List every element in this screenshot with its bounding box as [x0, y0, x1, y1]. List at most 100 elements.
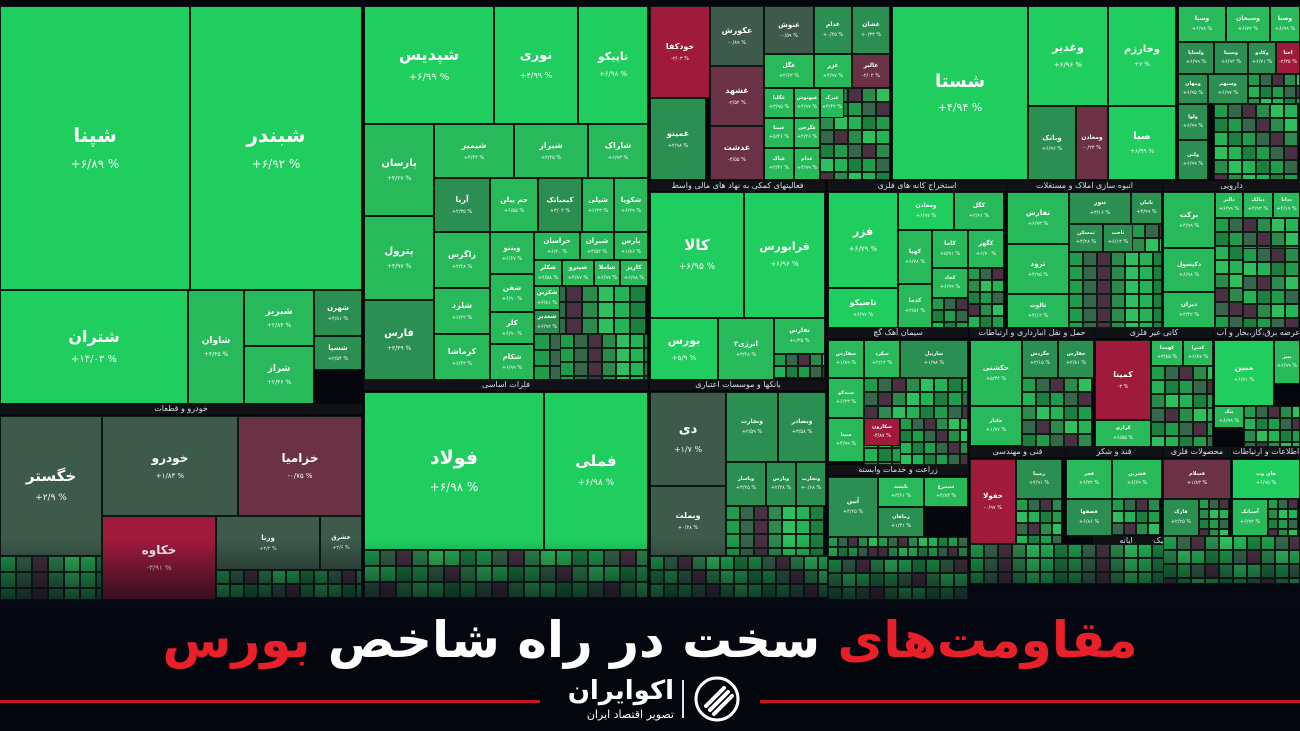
- stock-tile[interactable]: کرازی +۶/۵۵ %: [1095, 420, 1151, 447]
- stock-tile[interactable]: بورس +۵/۹ %: [650, 318, 718, 380]
- stock-tile[interactable]: تفارس +۶/۹۳ %: [1007, 192, 1069, 244]
- stock-tile[interactable]: شسپا +۲/۵۴ %: [314, 336, 362, 370]
- stock-tile[interactable]: سیمرغ +۴/۸۳ %: [924, 477, 968, 507]
- stock-tile[interactable]: غبرک +۴/۴۲ %: [820, 88, 844, 118]
- stock-tile[interactable]: زماهان +۱/۳۱ %: [878, 507, 924, 537]
- stock-tile[interactable]: فارک +۲/۲۵ %: [1163, 499, 1199, 536]
- stock-tile[interactable]: شیمیر +۴/۴۴ %: [434, 124, 514, 178]
- stock-tile[interactable]: کهمدا +۳/۸۵ %: [1151, 340, 1183, 366]
- stock-tile[interactable]: شلرد +۶/۲۲ %: [434, 288, 490, 334]
- stock-tile[interactable]: ومهان +۶/۹۵ %: [1178, 74, 1208, 104]
- stock-tile[interactable]: وتجارت +۰/۶۸ %: [796, 462, 826, 506]
- stock-tile[interactable]: جم پیلن +۶/۵۵ %: [490, 178, 538, 232]
- stock-tile[interactable]: ولوا +۶/۹۹ %: [1178, 104, 1208, 140]
- stock-tile[interactable]: غنوش -۰/۵۹ %: [764, 6, 814, 54]
- stock-tile[interactable]: وبصادر +۳/۵۸ %: [778, 392, 826, 462]
- stock-tile[interactable]: عکورش -۰/۸۹ %: [710, 6, 764, 66]
- stock-tile[interactable]: وصنا +۶/۹۹ %: [1270, 6, 1300, 42]
- stock-tile[interactable]: غپاک +۲/۳۱ %: [764, 148, 794, 180]
- stock-tile[interactable]: کگهر +۶/۷۰ %: [968, 230, 1004, 268]
- stock-tile[interactable]: خزامیا -۰/۷۵ %: [238, 416, 362, 516]
- stock-tile[interactable]: برکت +۴/۹۹ %: [1163, 192, 1215, 248]
- stock-tile[interactable]: خفولا -۰/۹۷ %: [970, 459, 1016, 544]
- stock-tile[interactable]: قصفها +۶/۸۶ %: [1066, 499, 1112, 536]
- stock-tile[interactable]: شبندر +۶/۹۲ %: [190, 6, 362, 290]
- stock-tile[interactable]: ثامان +۳/۹۹ %: [1131, 192, 1162, 224]
- stock-tile[interactable]: فسلام +۱/۸۳ %: [1163, 459, 1231, 499]
- stock-tile[interactable]: پارس +۱/۸۶ %: [614, 232, 648, 260]
- stock-tile[interactable]: ثمسکن +۴/۲۸ %: [1069, 224, 1103, 252]
- stock-tile[interactable]: بپیر +۶/۹۹ %: [1274, 340, 1300, 384]
- stock-tile[interactable]: شپدیس +۶/۹۹ %: [364, 6, 494, 124]
- stock-tile[interactable]: ساربیل +۱/۹۸ %: [900, 340, 968, 378]
- stock-tile[interactable]: غدام +۴/۹۹ %: [794, 148, 820, 180]
- stock-tile[interactable]: وسبحان +۶/۷۲ %: [1226, 6, 1270, 42]
- stock-tile[interactable]: کلر +۶/۹۰ %: [490, 312, 534, 344]
- stock-tile[interactable]: پارسان +۴/۲۷ %: [364, 124, 434, 216]
- stock-tile[interactable]: کهپا +۶/۷۸ %: [898, 230, 932, 284]
- stock-tile[interactable]: رمپنا +۴/۹۱ %: [1016, 459, 1062, 499]
- stock-tile[interactable]: شکلر +۴/۵۸ %: [534, 260, 562, 286]
- stock-tile[interactable]: وینتو +۶/۶۷ %: [490, 232, 534, 274]
- stock-tile[interactable]: کمینا -۳ %: [1095, 340, 1151, 420]
- stock-tile[interactable]: آسیاتک +۶/۹۲ %: [1232, 499, 1268, 536]
- stock-tile[interactable]: انرژی۳ +۳/۴۸ %: [718, 318, 774, 380]
- stock-tile[interactable]: غگلپا +۳/۹۵ %: [764, 88, 794, 118]
- stock-tile[interactable]: فرابورس +۶/۹۶ %: [744, 192, 825, 318]
- stock-tile[interactable]: غبینا +۵/۴۶ %: [764, 118, 794, 148]
- stock-tile[interactable]: شکربن +۶/۸۱ %: [534, 286, 560, 310]
- stock-tile[interactable]: بتک +۶/۹۹ %: [1214, 406, 1244, 428]
- stock-tile[interactable]: شستا +۴/۹۴ %: [892, 6, 1028, 180]
- stock-tile[interactable]: سیتا +۴/۹۹ %: [828, 418, 864, 462]
- stock-tile[interactable]: صبا +۶/۹۹ %: [1108, 106, 1176, 180]
- stock-tile[interactable]: سفارس +۱/۸۹ %: [828, 340, 864, 378]
- stock-tile[interactable]: وکادو +۶/۷۱ %: [1248, 42, 1276, 74]
- stock-tile[interactable]: شکویا +۶/۲۹ %: [614, 178, 648, 232]
- stock-tile[interactable]: کاریز +۶/۹۸ %: [620, 260, 648, 286]
- stock-tile[interactable]: فزر +۶/۷۹ %: [828, 192, 898, 288]
- stock-tile[interactable]: دیران +۳/۴۲ %: [1163, 292, 1215, 328]
- stock-tile[interactable]: شاوان +۴/۴۵ %: [188, 290, 244, 404]
- stock-tile[interactable]: شیراز +۴/۲۵ %: [514, 124, 588, 178]
- stock-tile[interactable]: غدشت -۴/۵۵ %: [710, 126, 764, 180]
- stock-tile[interactable]: سکرد +۲/۱۲ %: [864, 340, 900, 378]
- stock-tile[interactable]: شهرن +۴/۸۱ %: [314, 290, 362, 336]
- stock-tile[interactable]: اختا -۲/۳۵ %: [1276, 42, 1300, 74]
- stock-tile[interactable]: شکام +۶/۹۹ %: [490, 344, 534, 380]
- stock-tile[interactable]: فملی +۶/۹۸ %: [544, 392, 648, 550]
- stock-tile[interactable]: آبین +۴/۲۵ %: [828, 477, 878, 537]
- stock-tile[interactable]: دی +۱/۷ %: [650, 392, 726, 486]
- stock-tile[interactable]: وخارزم +۷ %: [1108, 6, 1176, 106]
- stock-tile[interactable]: وسپا +۶/۹۸ %: [1178, 6, 1226, 42]
- stock-tile[interactable]: غگرجی +۴/۴۶ %: [794, 118, 820, 148]
- stock-tile[interactable]: غمینو +۲/۹۸ %: [650, 98, 706, 180]
- stock-tile[interactable]: سیدکو +۶/۲۳ %: [828, 378, 864, 418]
- stock-tile[interactable]: ومعادن +۶/۹۷ %: [898, 192, 954, 230]
- stock-tile[interactable]: ومعادن -۰/۲۳ %: [1076, 106, 1108, 180]
- stock-tile[interactable]: دکپسول +۶/۹۸ %: [1163, 248, 1215, 292]
- stock-tile[interactable]: غشان +۰/۳۳ %: [852, 6, 890, 54]
- stock-tile[interactable]: پترول +۴/۹۷ %: [364, 216, 434, 300]
- stock-tile[interactable]: شبریز +۲/۸۴ %: [244, 290, 314, 346]
- stock-tile[interactable]: شپلی +۶/۲۳ %: [582, 178, 614, 232]
- stock-tile[interactable]: کچاد +۶/۹۹ %: [932, 268, 968, 298]
- stock-tile[interactable]: تنور +۳/۱۶ %: [1069, 192, 1131, 224]
- stock-tile[interactable]: شپترو +۴/۸۷ %: [562, 260, 594, 286]
- stock-tile[interactable]: آریا +۴/۳۵ %: [434, 178, 490, 232]
- stock-tile[interactable]: شاراک +۶/۹۳ %: [588, 124, 648, 178]
- stock-tile[interactable]: غدام +۰/۴۵ %: [814, 6, 852, 54]
- stock-tile[interactable]: سکارون -۴/۸۷ %: [864, 418, 900, 446]
- stock-tile[interactable]: تاپیکو +۶/۹۸ %: [578, 6, 648, 124]
- stock-tile[interactable]: کسرا +۶/۸۷ %: [1183, 340, 1213, 366]
- stock-tile[interactable]: شفن +۶/۹۰ %: [490, 274, 534, 312]
- stock-tile[interactable]: شاملا +۶/۹۷ %: [594, 260, 620, 286]
- stock-tile[interactable]: شپنا +۶/۸۹ %: [0, 6, 190, 290]
- stock-tile[interactable]: قشرین +۶/۶۹ %: [1112, 459, 1162, 499]
- stock-tile[interactable]: حکپار +۱/۷۷ %: [970, 406, 1022, 446]
- stock-tile[interactable]: فولاد +۶/۹۸ %: [364, 392, 544, 550]
- stock-tile[interactable]: شراز +۲/۴۶ %: [244, 346, 314, 404]
- stock-tile[interactable]: مبین +۶/۷۱ %: [1214, 340, 1274, 406]
- stock-tile[interactable]: غشهد -۲/۵۲ %: [710, 66, 764, 126]
- stock-tile[interactable]: حگردش +۲/۱۵ %: [1022, 340, 1058, 378]
- stock-tile[interactable]: خراسان +۶/۲۰ %: [534, 232, 580, 260]
